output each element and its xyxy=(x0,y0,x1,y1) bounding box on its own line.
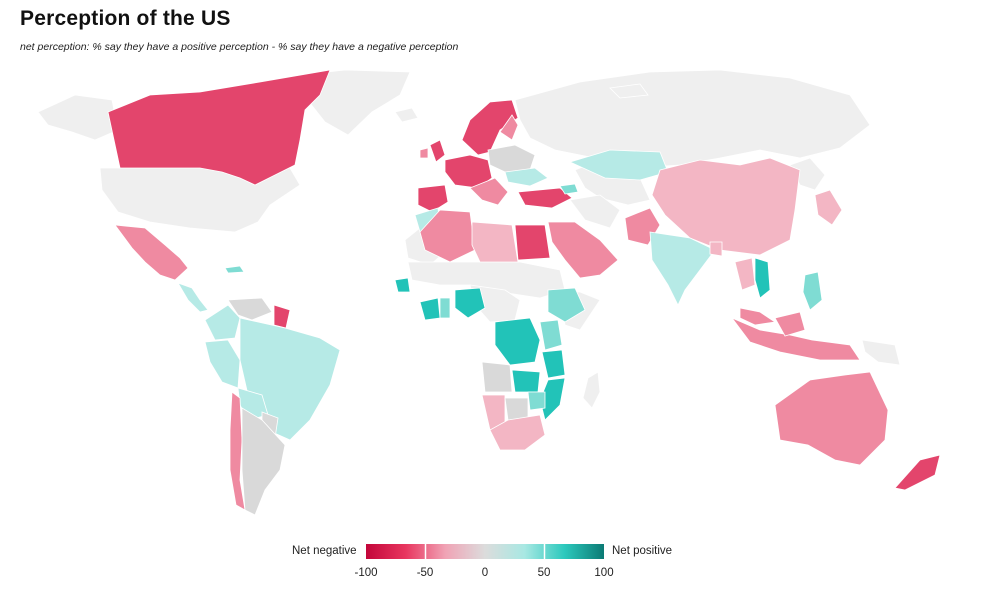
region-drc[interactable] xyxy=(494,317,541,366)
region-mexico[interactable] xyxy=(114,224,189,281)
region-ethiopia[interactable] xyxy=(547,287,586,323)
region-libya[interactable] xyxy=(471,221,519,263)
region-ghana[interactable] xyxy=(439,297,451,319)
region-south-africa[interactable] xyxy=(489,414,546,451)
chart-title: Perception of the US xyxy=(20,7,231,30)
legend-tick-zero: 0 xyxy=(481,567,489,579)
region-philippines[interactable] xyxy=(802,271,823,311)
region-borneo[interactable] xyxy=(774,311,806,337)
region-east-africa[interactable] xyxy=(539,319,563,351)
region-turkey[interactable] xyxy=(517,187,573,209)
legend-negative-label: Net negative xyxy=(292,545,357,557)
legend-positive-label: Net positive xyxy=(612,545,673,557)
region-italy-balkans[interactable] xyxy=(469,177,509,206)
region-indonesia[interactable] xyxy=(730,317,861,361)
region-canada[interactable] xyxy=(107,69,331,186)
legend-tick-pos50: 50 xyxy=(537,567,551,579)
region-india[interactable] xyxy=(649,231,716,306)
region-australia[interactable] xyxy=(774,371,889,466)
legend-tick-pos100: 100 xyxy=(594,567,614,579)
region-china[interactable] xyxy=(651,157,801,256)
chart-subtitle: net perception: % say they have a positi… xyxy=(20,41,459,53)
region-uk[interactable] xyxy=(429,139,446,163)
region-madagascar[interactable] xyxy=(582,371,601,409)
region-cuba[interactable] xyxy=(224,265,245,274)
region-iberia[interactable] xyxy=(417,184,449,213)
region-ukraine[interactable] xyxy=(504,167,549,187)
world-map xyxy=(37,69,941,516)
legend-tick-neg100: -100 xyxy=(354,567,378,579)
region-botswana[interactable] xyxy=(504,397,529,421)
region-cote-divoire[interactable] xyxy=(419,297,441,321)
region-argentina[interactable] xyxy=(241,407,286,516)
region-eastern-europe[interactable] xyxy=(487,144,536,173)
region-ireland[interactable] xyxy=(419,147,429,159)
region-venezuela[interactable] xyxy=(227,297,273,321)
region-caucasus[interactable] xyxy=(559,183,579,195)
region-peru[interactable] xyxy=(204,339,241,389)
region-finland[interactable] xyxy=(499,114,519,141)
region-svalbard[interactable] xyxy=(609,83,649,99)
region-egypt[interactable] xyxy=(514,224,551,261)
legend-color-bar xyxy=(366,544,604,559)
region-zambia[interactable] xyxy=(511,369,541,393)
region-usa[interactable] xyxy=(99,167,301,233)
region-malaysia[interactable] xyxy=(739,307,777,326)
region-scandinavia[interactable] xyxy=(461,99,519,156)
region-iceland[interactable] xyxy=(394,107,419,123)
region-korea-japan[interactable] xyxy=(814,189,843,226)
region-arabia[interactable] xyxy=(547,221,619,279)
region-tanzania[interactable] xyxy=(541,349,566,379)
region-senegal[interactable] xyxy=(394,277,411,293)
region-russia[interactable] xyxy=(514,69,871,169)
region-colombia[interactable] xyxy=(204,304,241,341)
region-greenland[interactable] xyxy=(299,69,411,136)
region-angola[interactable] xyxy=(481,361,513,393)
region-nigeria[interactable] xyxy=(454,287,486,319)
region-central-america[interactable] xyxy=(177,282,209,313)
region-zimbabwe[interactable] xyxy=(527,391,546,411)
region-png[interactable] xyxy=(861,339,901,366)
region-guianas[interactable] xyxy=(273,304,291,329)
region-new-zealand[interactable] xyxy=(894,454,941,491)
region-bangladesh[interactable] xyxy=(709,241,723,257)
region-iran-area[interactable] xyxy=(569,194,621,229)
legend-gradient xyxy=(366,544,604,559)
legend-tick-neg50: -50 xyxy=(416,567,434,579)
region-thailand[interactable] xyxy=(734,257,756,291)
region-vietnam[interactable] xyxy=(754,257,771,299)
region-alaska[interactable] xyxy=(37,94,119,141)
